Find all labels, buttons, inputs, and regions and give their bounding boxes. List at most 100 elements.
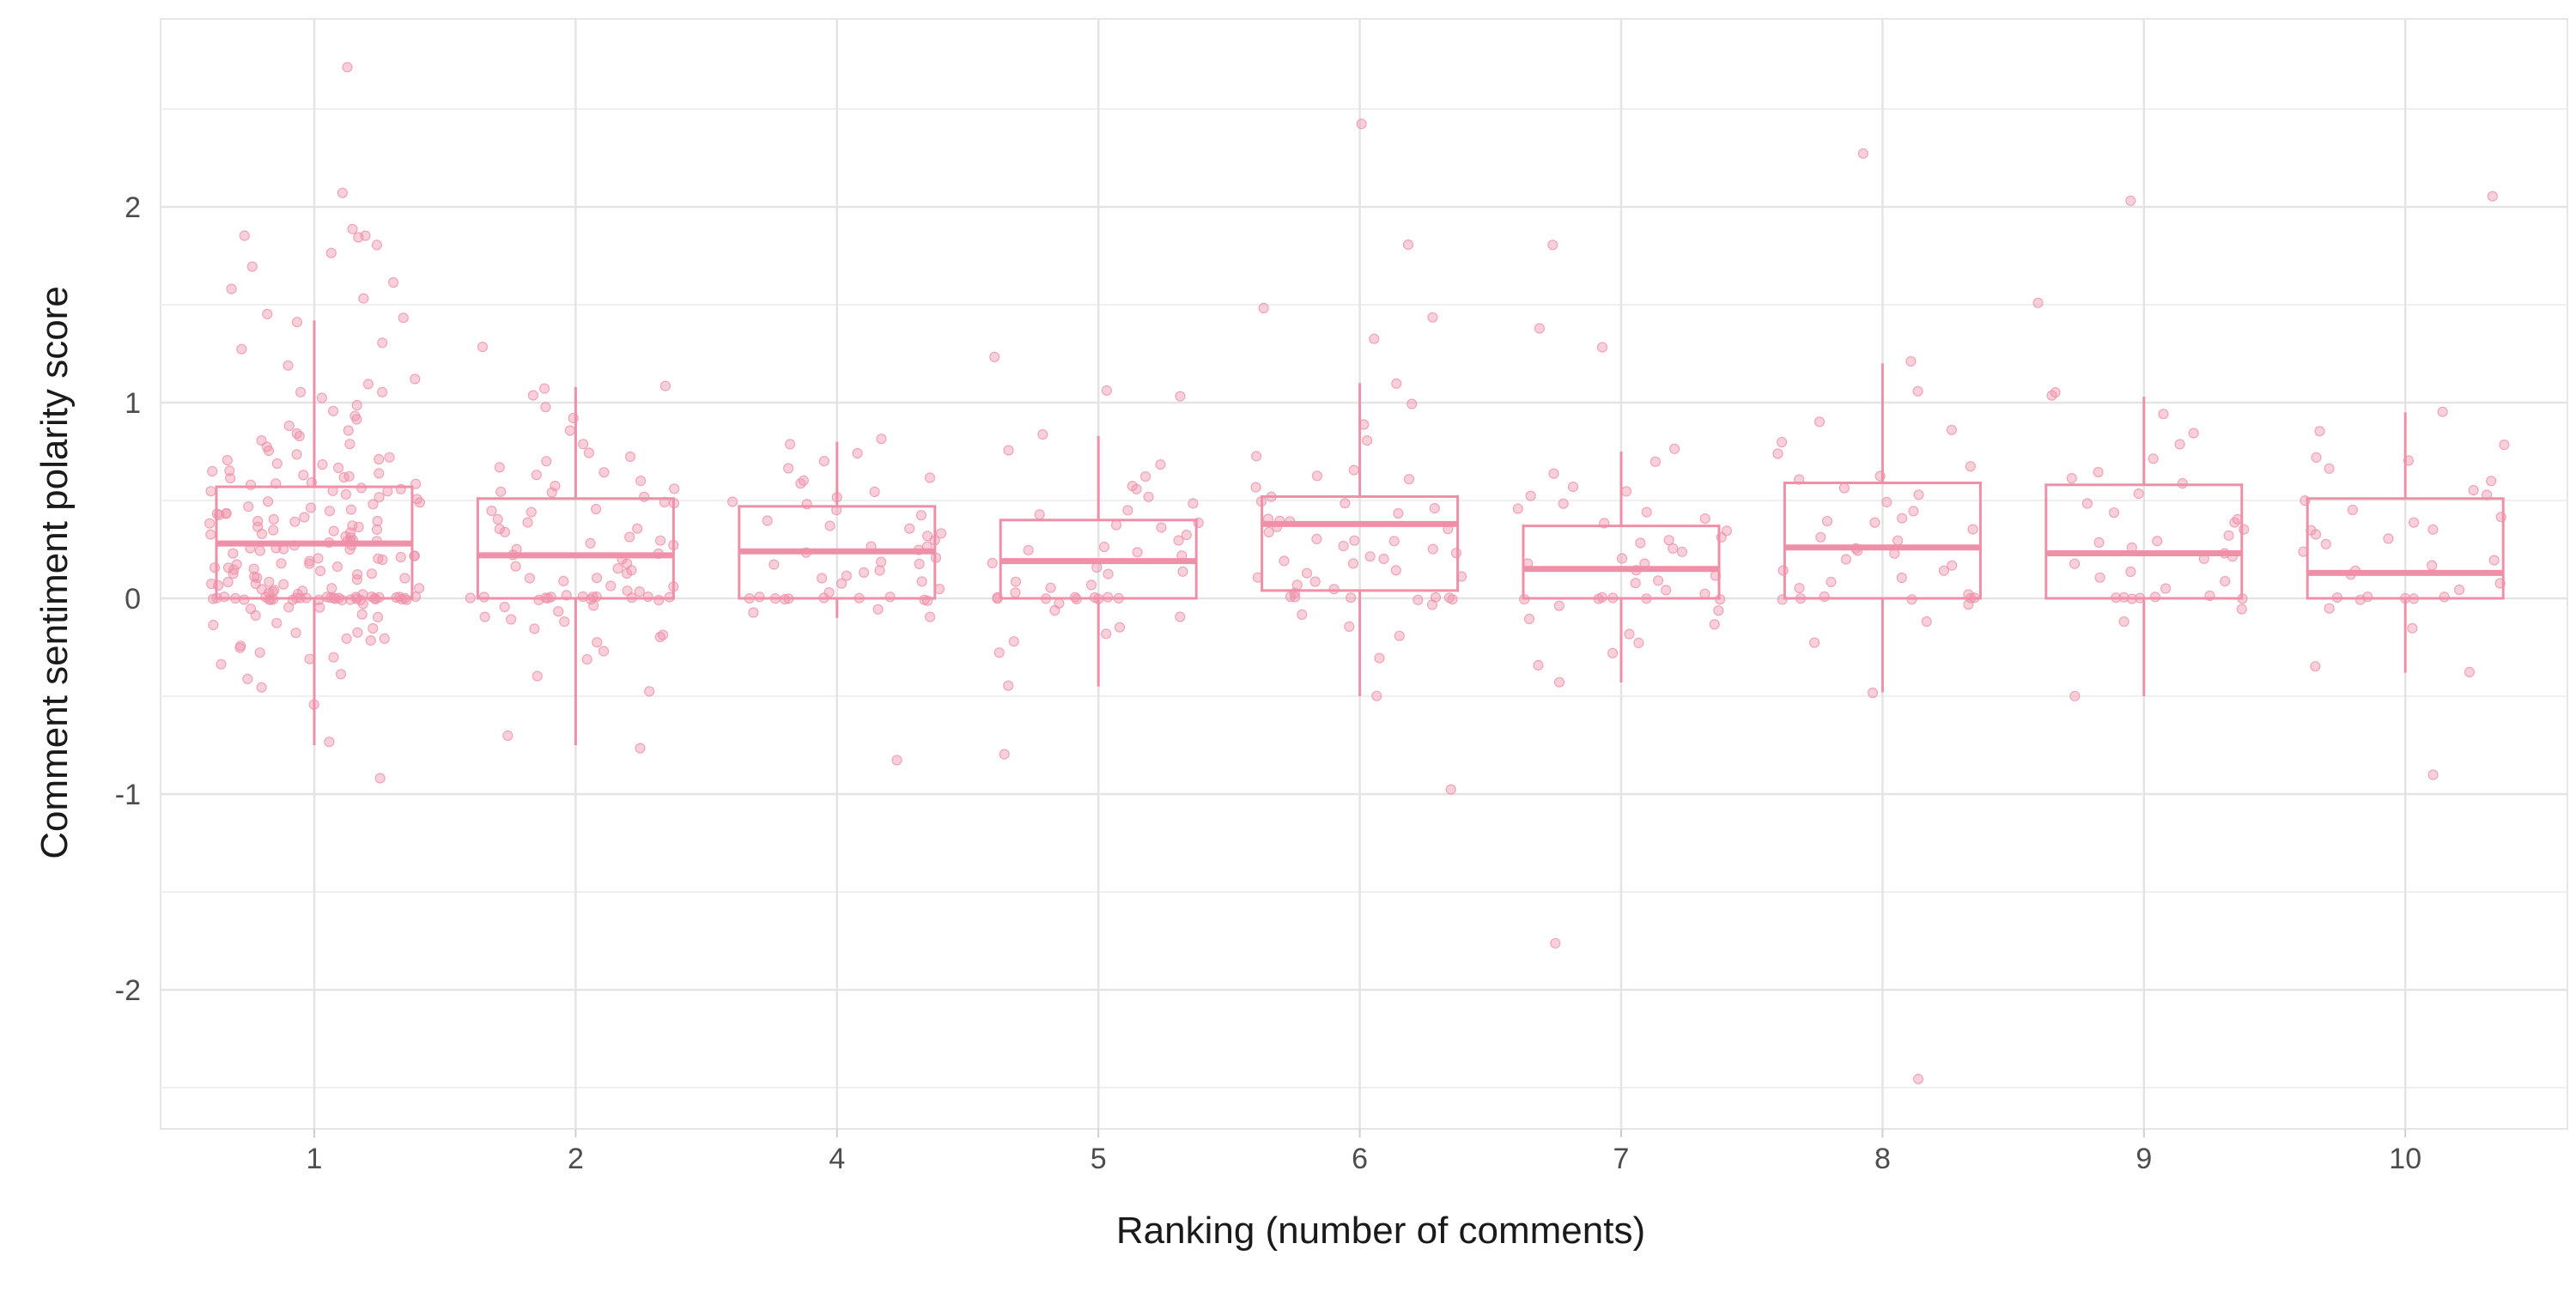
data-point: [1965, 461, 1976, 472]
data-point: [283, 420, 295, 432]
data-point: [583, 447, 595, 458]
data-point: [377, 337, 388, 349]
data-point: [344, 439, 355, 450]
data-point: [328, 525, 339, 537]
data-point: [1913, 489, 1924, 500]
data-point: [328, 652, 339, 663]
data-point: [1616, 553, 1628, 564]
data-point: [1085, 579, 1097, 591]
data-point: [538, 383, 550, 394]
data-point: [366, 568, 377, 579]
data-point: [598, 467, 610, 478]
data-point: [1967, 524, 1978, 535]
data-point: [395, 551, 406, 563]
data-point: [564, 425, 575, 436]
data-point: [324, 737, 335, 748]
data-point: [414, 583, 425, 594]
data-point: [762, 515, 773, 526]
panel-border: [160, 18, 2568, 1130]
y-tick-label: 2: [125, 191, 141, 224]
x-axis-title: Ranking (number of comments): [1116, 1210, 1645, 1252]
data-point: [502, 730, 513, 742]
data-point: [1857, 148, 1868, 159]
data-point: [1596, 342, 1608, 353]
data-point: [2236, 604, 2247, 615]
data-point: [2427, 524, 2439, 535]
data-point: [1963, 599, 1974, 610]
data-point: [1838, 482, 1850, 494]
data-point: [558, 575, 569, 587]
data-point: [278, 579, 289, 590]
data-point: [2468, 484, 2479, 496]
data-point: [1173, 535, 1184, 546]
data-point: [639, 491, 650, 502]
data-point: [624, 531, 635, 543]
data-point: [331, 561, 343, 573]
data-point: [553, 606, 564, 617]
data-point: [304, 653, 315, 664]
data-point: [1947, 560, 1958, 571]
data-point: [1668, 443, 1680, 454]
data-point: [1896, 572, 1907, 584]
data-point: [993, 647, 1005, 658]
data-point: [368, 499, 379, 510]
data-point: [884, 591, 896, 603]
data-point: [644, 686, 655, 697]
data-point: [1103, 568, 1114, 579]
data-point: [1181, 529, 1192, 541]
data-point: [2046, 390, 2057, 401]
data-point: [1553, 600, 1564, 611]
data-point: [935, 528, 947, 539]
data-point: [1037, 429, 1048, 440]
data-point: [289, 516, 301, 527]
box-iqr: [1261, 494, 1460, 592]
data-point: [1525, 490, 1536, 501]
x-tick-label: 2: [568, 1143, 584, 1175]
data-point: [345, 504, 356, 515]
x-tick-label: 8: [1874, 1143, 1891, 1175]
data-point: [374, 492, 385, 503]
data-point: [540, 402, 551, 413]
data-point: [874, 565, 885, 576]
data-point: [2069, 690, 2081, 701]
data-point: [1309, 576, 1321, 587]
box-iqr: [476, 497, 675, 600]
data-point: [876, 434, 887, 445]
data-point: [388, 276, 399, 288]
data-point: [1155, 458, 1166, 470]
data-point: [914, 558, 925, 570]
jitter-points: [204, 62, 2510, 1085]
data-point: [2486, 476, 2497, 487]
data-point: [208, 619, 219, 631]
data-point: [1338, 540, 1349, 552]
data-point: [216, 658, 227, 670]
data-point: [2487, 191, 2498, 202]
data-point: [591, 591, 602, 603]
data-point: [271, 617, 283, 628]
data-point: [1867, 687, 1879, 699]
data-point: [205, 529, 216, 540]
data-point: [377, 554, 388, 566]
box-5: [999, 435, 1198, 687]
data-point: [2437, 406, 2448, 417]
data-point: [2133, 488, 2144, 500]
data-point: [987, 557, 998, 569]
box-4: [738, 441, 937, 618]
data-point: [653, 594, 665, 606]
data-point: [634, 585, 645, 597]
data-point: [294, 431, 305, 442]
data-point: [207, 465, 218, 477]
box-7: [1522, 452, 1721, 683]
y-tick-label: 0: [125, 583, 141, 616]
data-point: [1512, 503, 1523, 514]
data-point: [328, 405, 339, 416]
data-point: [1263, 526, 1274, 538]
data-point: [2174, 439, 2185, 450]
data-point: [1344, 621, 1355, 633]
data-point: [252, 515, 264, 527]
data-point: [726, 496, 738, 507]
data-point: [358, 293, 369, 304]
data-point: [2499, 439, 2510, 451]
data-point: [1378, 553, 1389, 565]
data-point: [356, 609, 368, 620]
